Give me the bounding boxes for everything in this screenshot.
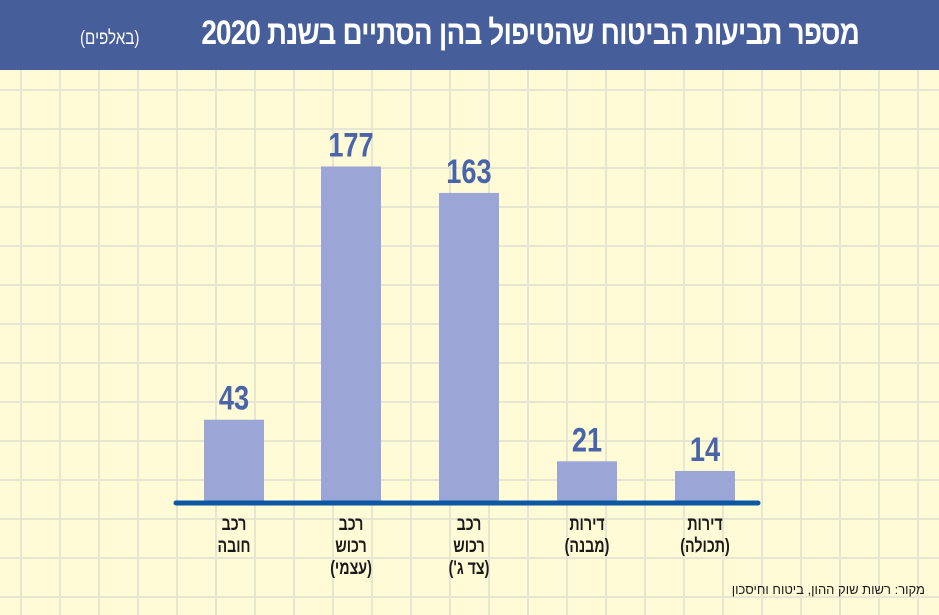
data-label: 43 (219, 379, 249, 418)
category-label: רכב רכוש (עצמי) (306, 514, 396, 580)
data-label: 177 (328, 126, 373, 165)
data-label: 21 (572, 420, 602, 459)
category-label: דירות (מבנה) (542, 514, 632, 558)
source-note: מקור: רשות שוק ההון, ביטוח וחיסכון (731, 582, 925, 597)
category-label: רכב חובה (189, 514, 279, 558)
category-label-line: (תכולה) (680, 536, 730, 557)
category-label-line: רכב (338, 514, 364, 535)
category-label-line: רכוש (335, 536, 367, 557)
category-label-line: רכב (456, 514, 482, 535)
category-label-line: חובה (217, 536, 251, 557)
chart-title: מספר תביעות הביטוח שהטיפול בהן הסתיים בש… (201, 14, 859, 52)
category-label-line: (מבנה) (564, 536, 610, 557)
bar (675, 471, 735, 501)
bar (439, 192, 499, 501)
bar (557, 461, 617, 501)
category-label: דירות (תכולה) (660, 514, 750, 558)
chart-subtitle: (באלפים) (80, 28, 140, 49)
bar (204, 419, 264, 501)
category-label-line: (עצמי) (330, 558, 372, 579)
data-label: 14 (690, 430, 720, 469)
title-bar: מספר תביעות הביטוח שהטיפול בהן הסתיים בש… (0, 0, 939, 70)
category-label: רכב רכוש (צד ג') (424, 514, 514, 580)
category-label-line: רכוש (453, 536, 485, 557)
category-label-line: רכב (221, 514, 247, 535)
category-label-line: (צד ג') (448, 558, 490, 579)
bar (321, 166, 381, 501)
data-label: 163 (446, 152, 491, 191)
category-label-line: דירות (569, 514, 605, 535)
category-label-line: דירות (687, 514, 723, 535)
